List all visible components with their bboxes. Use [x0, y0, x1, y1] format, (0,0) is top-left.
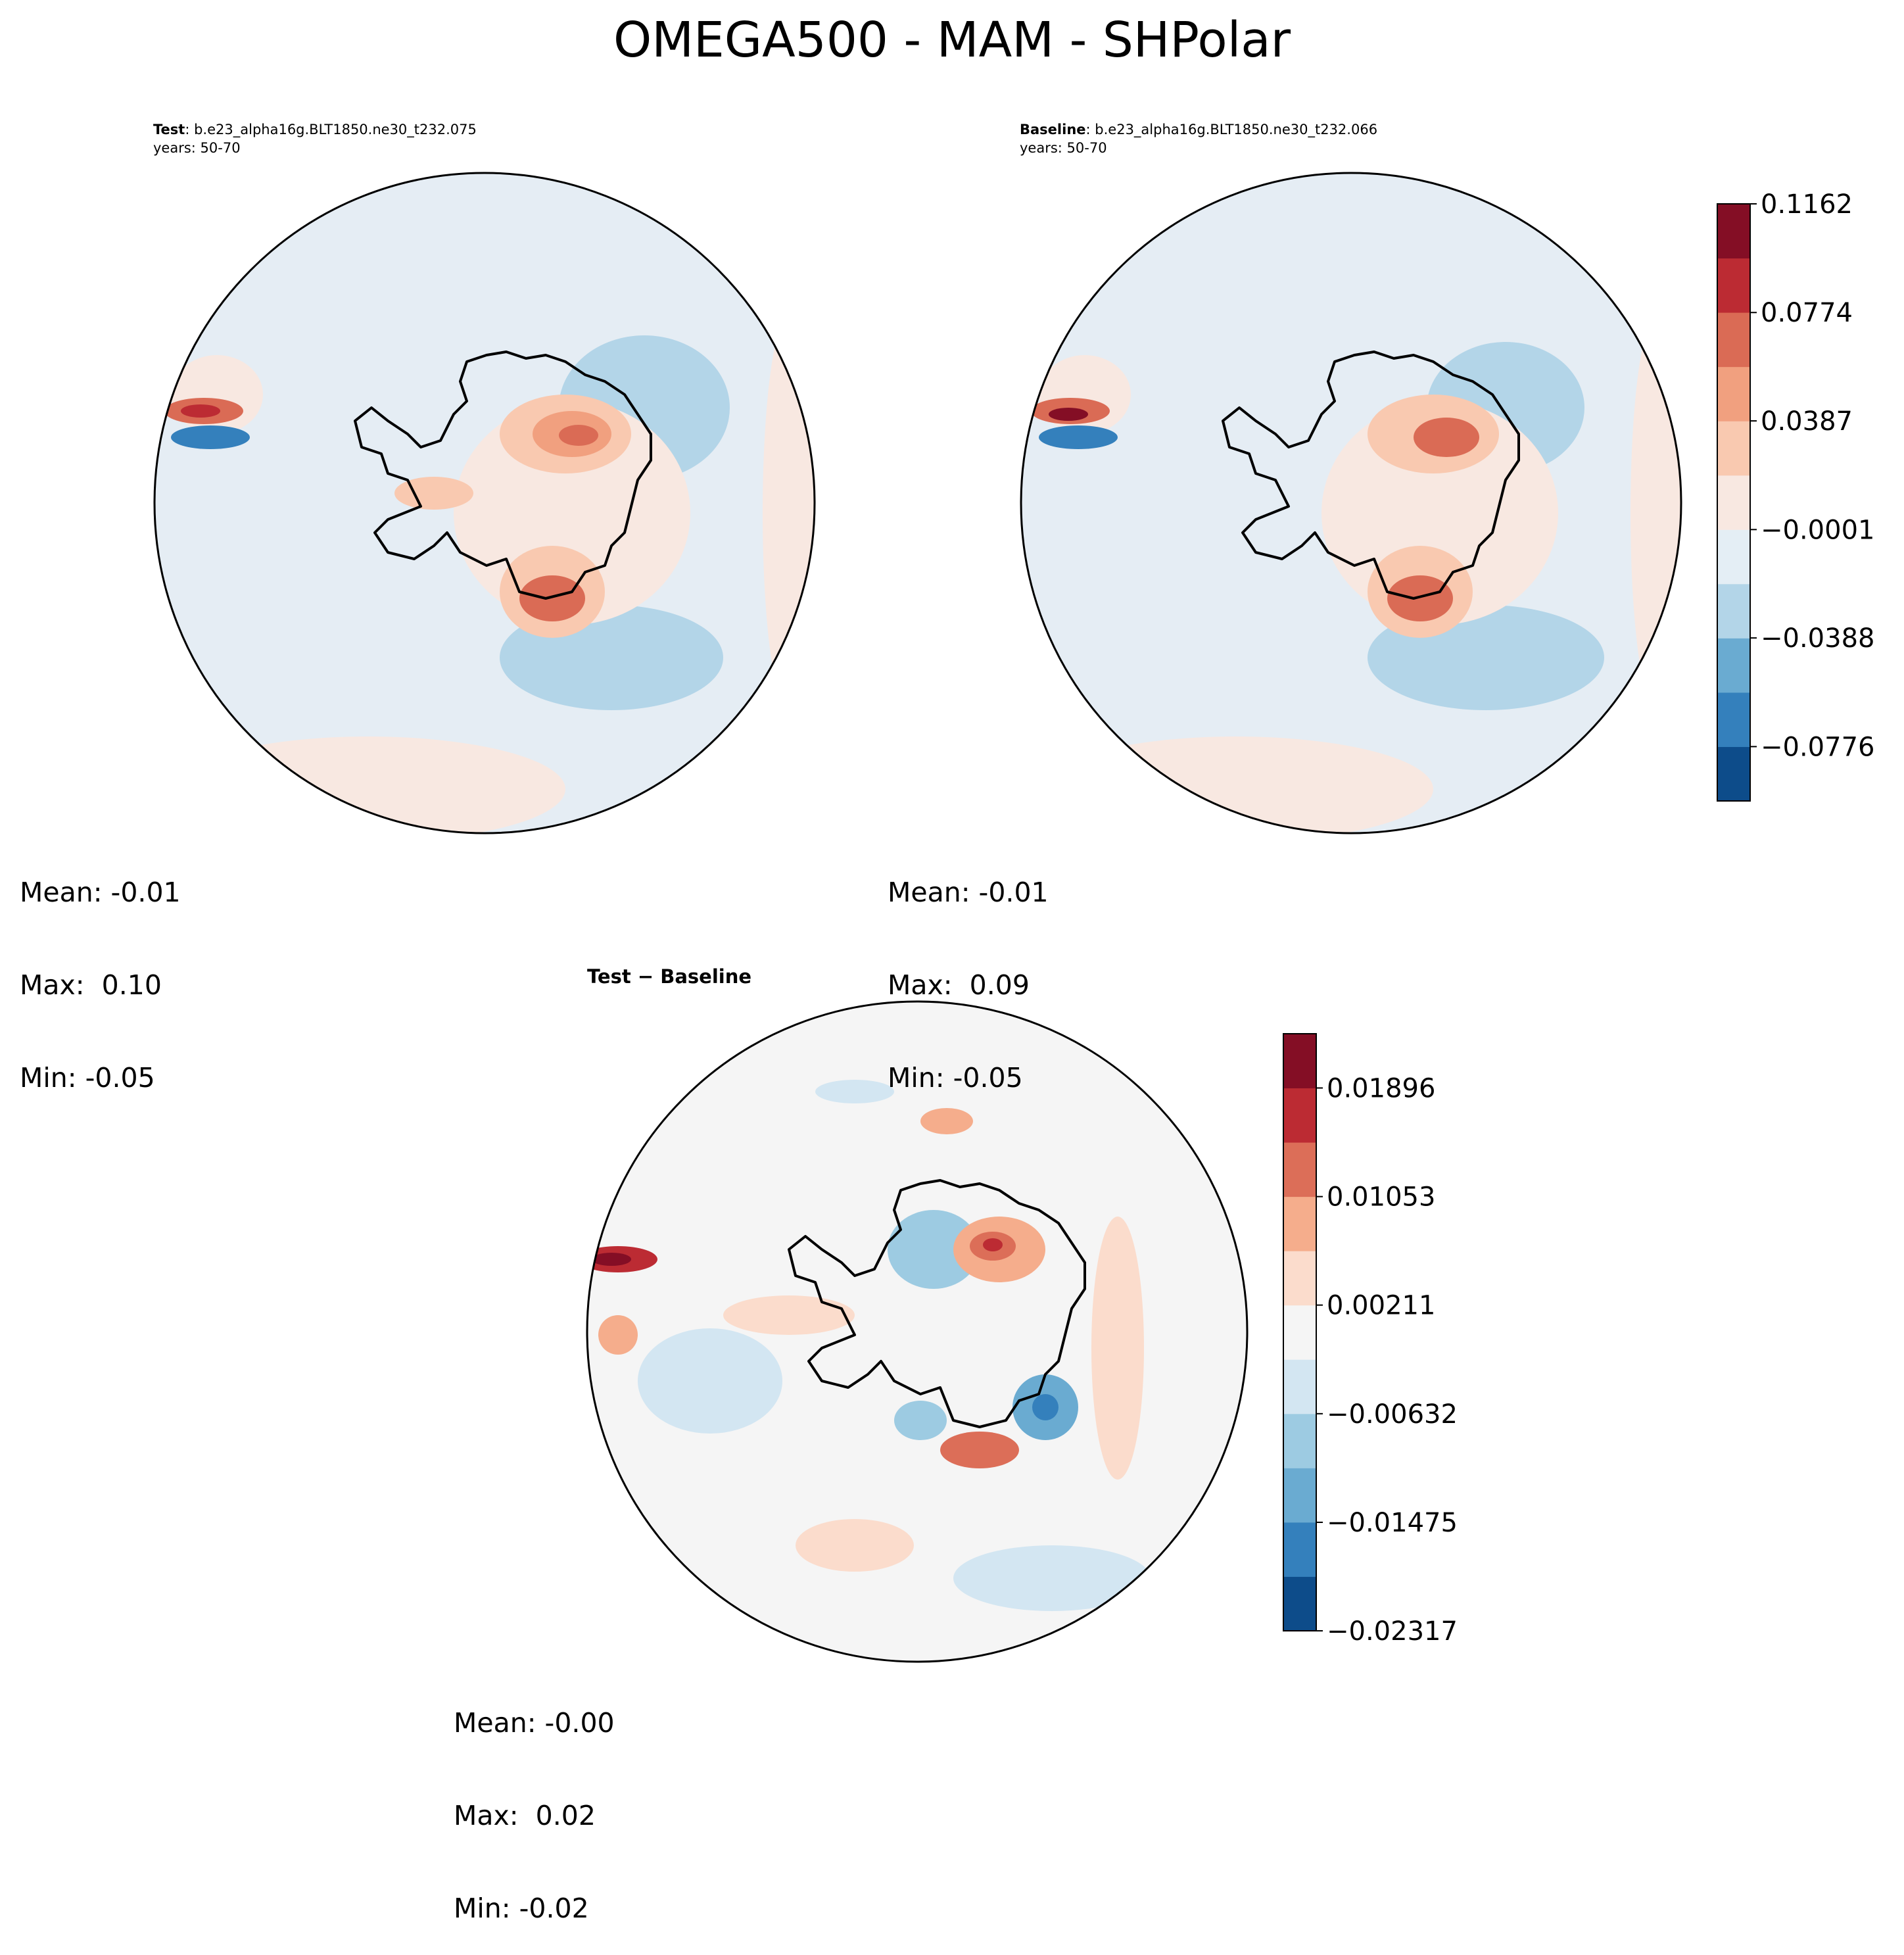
shared-colorbar-tick-label: −0.0001: [1761, 515, 1874, 545]
baseline-years: years: 50-70: [1020, 140, 1107, 156]
shared-colorbar-tick-label: −0.0776: [1761, 732, 1874, 762]
test-case-name: b.e23_alpha16g.BLT1850.ne30_t232.075: [194, 122, 477, 137]
shared-colorbar-segment: [1717, 312, 1750, 368]
difference-colorbar: 0.01896 0.01053 0.00211 −0.00632 −0.01475 −0.…: [1283, 1033, 1458, 1647]
difference-colorbar-tick-label: −0.00632: [1327, 1399, 1458, 1430]
baseline-label: Baseline: [1020, 122, 1086, 137]
test-min: Min: -0.05: [20, 1062, 155, 1094]
shared-colorbar-segment: [1717, 366, 1750, 422]
difference-colorbar-tick-label: 0.01896: [1327, 1073, 1435, 1103]
shared-colorbar-segment: [1717, 529, 1750, 585]
test-map: [155, 173, 815, 833]
difference-map: [587, 1002, 1247, 1662]
difference-colorbar-segment: [1283, 1196, 1316, 1251]
shared-colorbar: 0.1162 0.0774 0.0387 −0.0001 −0.0388 −0.0776: [1717, 189, 1874, 802]
difference-colorbar-segment: [1283, 1359, 1316, 1414]
difference-colorbar-segment: [1283, 1576, 1316, 1631]
difference-colorbar-segment: [1283, 1413, 1316, 1468]
difference-max: Max: 0.02: [454, 1800, 596, 1831]
baseline-panel-title: Baseline: b.e23_alpha16g.BLT1850.ne30_t2…: [1020, 122, 1378, 156]
shared-colorbar-segment: [1717, 638, 1750, 693]
baseline-stats: Mean: -0.01 Max: 0.09 Min: -0.05: [888, 815, 1049, 1124]
figure-title: OMEGA500 - MAM - SHPolar: [613, 12, 1291, 68]
baseline-min: Min: -0.05: [888, 1062, 1023, 1094]
shared-colorbar-tick-label: 0.0387: [1761, 406, 1853, 437]
shared-colorbar-tick-label: 0.0774: [1761, 298, 1853, 328]
difference-colorbar-segment: [1283, 1305, 1316, 1360]
difference-colorbar-segment: [1283, 1034, 1316, 1089]
difference-colorbar-tick-label: −0.01475: [1327, 1508, 1458, 1538]
difference-min: Min: -0.02: [454, 1893, 589, 1924]
test-mean: Mean: -0.01: [20, 877, 181, 908]
difference-panel-title: Test − Baseline: [587, 965, 752, 988]
baseline-max: Max: 0.09: [888, 969, 1030, 1001]
shared-colorbar-segment: [1717, 475, 1750, 530]
shared-colorbar-segment: [1717, 258, 1750, 313]
figure-svg: 0.11620.07740.0387−0.0001−0.0388−0.0776 …: [153, 172, 1874, 1663]
shared-colorbar-segment: [1717, 204, 1750, 259]
baseline-mean: Mean: -0.01: [888, 877, 1049, 908]
shared-colorbar-segment: [1717, 583, 1750, 639]
difference-stats: Mean: -0.00 Max: 0.02 Min: -0.02: [454, 1646, 615, 1955]
test-label: Test: [153, 122, 185, 137]
test-panel-title: Test: b.e23_alpha16g.BLT1850.ne30_t232.0…: [153, 122, 477, 156]
test-max: Max: 0.10: [20, 969, 162, 1001]
baseline-case-name: b.e23_alpha16g.BLT1850.ne30_t232.066: [1095, 122, 1378, 137]
test-stats: Mean: -0.01 Max: 0.10 Min: -0.05: [20, 815, 181, 1124]
shared-colorbar-segment: [1717, 692, 1750, 747]
test-years: years: 50-70: [153, 140, 241, 156]
shared-colorbar-border: [1717, 203, 1751, 802]
difference-colorbar-segment: [1283, 1088, 1316, 1143]
difference-colorbar-segment: [1283, 1251, 1316, 1306]
difference-colorbar-segment: [1283, 1468, 1316, 1523]
difference-colorbar-segment: [1283, 1522, 1316, 1577]
difference-mean: Mean: -0.00: [454, 1707, 615, 1739]
shared-colorbar-segment: [1717, 421, 1750, 476]
difference-colorbar-border: [1283, 1033, 1317, 1631]
baseline-map: [1021, 173, 1681, 833]
shared-colorbar-segment: [1717, 746, 1750, 802]
shared-colorbar-tick-label: 0.1162: [1761, 189, 1853, 220]
shared-colorbar-tick-label: −0.0388: [1761, 623, 1874, 654]
difference-colorbar-tick-label: 0.01053: [1327, 1182, 1435, 1213]
difference-colorbar-tick-label: −0.02317: [1327, 1616, 1458, 1647]
difference-colorbar-tick-label: 0.00211: [1327, 1291, 1435, 1321]
difference-colorbar-segment: [1283, 1142, 1316, 1197]
